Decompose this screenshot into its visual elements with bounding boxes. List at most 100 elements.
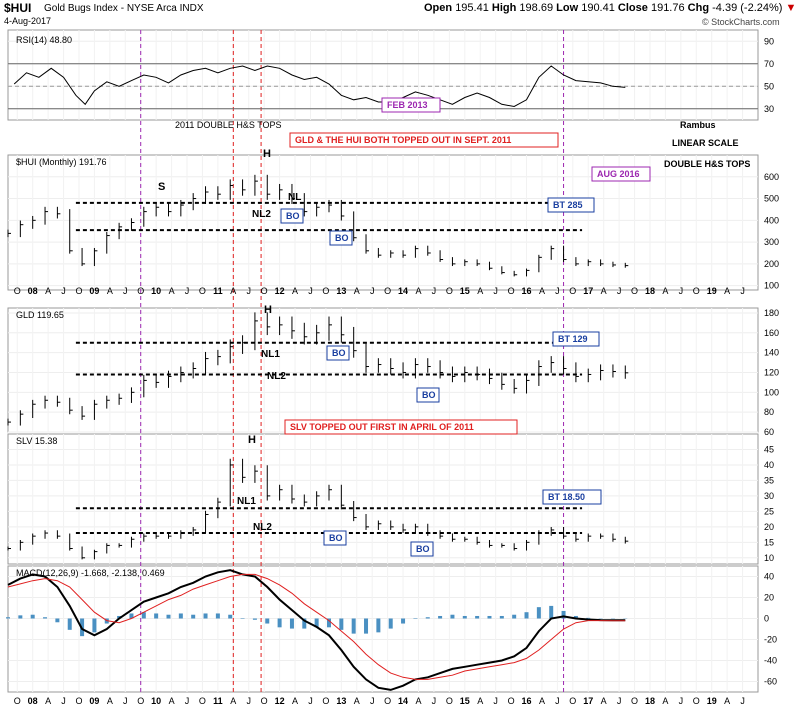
macd-hist-bar — [499, 615, 504, 619]
x-tick-label: 18 — [645, 696, 655, 706]
y-tick-label: 600 — [764, 172, 779, 182]
x-tick-label: A — [230, 696, 236, 706]
y-tick-label: 40 — [764, 572, 774, 582]
y-tick-label: 120 — [764, 367, 779, 377]
macd-hist-bar — [18, 615, 23, 619]
index-name: Gold Bugs Index - NYSE Arca INDX — [44, 3, 204, 14]
label-scale: LINEAR SCALE — [672, 138, 739, 148]
label-slv-note: SLV TOPPED OUT FIRST IN APRIL OF 2011 — [290, 422, 474, 432]
x-tick-label: 13 — [336, 696, 346, 706]
x-tick-label: O — [693, 286, 700, 296]
x-tick-label: J — [740, 696, 745, 706]
x-tick-label: O — [322, 696, 329, 706]
pane-title-3: SLV 15.38 — [16, 436, 57, 446]
x-tick-label: J — [679, 696, 684, 706]
label-nl1: NL1 — [261, 349, 280, 360]
macd-hist-bar — [388, 618, 393, 629]
x-tick-label: 14 — [398, 286, 408, 296]
close-label: Close — [617, 2, 648, 14]
x-tick-label: O — [322, 286, 329, 296]
label-slv-note-box — [284, 419, 518, 435]
x-tick-label: O — [137, 696, 144, 706]
macd-hist-bar — [586, 617, 591, 619]
label-nl2: NL2 — [252, 209, 271, 220]
macd-hist-bar — [425, 617, 430, 619]
label-h: H — [264, 304, 272, 316]
rsi-title: RSI(14) 48.80 — [16, 35, 72, 45]
x-tick-label: J — [61, 286, 66, 296]
x-tick-label: J — [432, 696, 437, 706]
x-tick-label: J — [246, 696, 251, 706]
macd-hist-bar — [228, 614, 233, 619]
x-tick-label: J — [740, 286, 745, 296]
x-tick-label: 13 — [336, 286, 346, 296]
label-feb-2013-box — [381, 97, 441, 113]
macd-hist-bar — [438, 615, 443, 619]
label-h: H — [263, 148, 271, 160]
y-tick-label: 0 — [764, 614, 769, 624]
x-tick-label: A — [601, 286, 607, 296]
macd-hist-bar — [289, 618, 294, 629]
x-tick-label: A — [477, 286, 483, 296]
macd-hist-bar — [561, 610, 566, 619]
x-tick-label: O — [14, 286, 21, 296]
chg-value: -4.39 (-2.24%) — [712, 2, 783, 14]
label-hui-bt: BT 285 — [553, 200, 583, 210]
macd-hist-bar — [154, 613, 159, 619]
pane-border-2 — [7, 307, 759, 433]
x-tick-label: J — [493, 696, 498, 706]
x-tick-label: O — [508, 286, 515, 296]
x-tick-label: O — [199, 696, 206, 706]
high-label: High — [491, 2, 517, 14]
label-gld-hui-note: GLD & THE HUI BOTH TOPPED OUT IN SEPT. 2… — [295, 135, 511, 145]
macd-hist-bar — [339, 618, 344, 630]
x-tick-label: O — [693, 696, 700, 706]
x-tick-label: 16 — [522, 286, 532, 296]
x-tick-label: J — [555, 696, 560, 706]
y-tick-label: 30 — [764, 104, 774, 114]
x-tick-label: A — [415, 696, 421, 706]
macd-hist-bar — [277, 618, 282, 628]
macd-hist-bar — [252, 618, 257, 620]
chart-header: $HUI Gold Bugs Index - NYSE Arca INDX 4-… — [0, 0, 800, 28]
macd-hist-bar — [265, 618, 270, 624]
y-tick-label: 30 — [764, 491, 774, 501]
y-tick-label: 100 — [764, 387, 779, 397]
x-tick-label: 11 — [213, 696, 223, 706]
x-tick-label: J — [370, 286, 375, 296]
macd-hist-bar — [573, 615, 578, 619]
macd-hist-bar — [55, 618, 60, 623]
x-tick-label: 15 — [460, 696, 470, 706]
x-tick-label: J — [185, 286, 190, 296]
x-tick-label: O — [631, 286, 638, 296]
macd-hist-bar — [117, 615, 122, 619]
label-bo-box — [323, 530, 347, 546]
macd-hist-bar — [203, 613, 208, 619]
x-tick-label: A — [662, 696, 668, 706]
label-hui-bt-box — [547, 197, 595, 213]
label-bo-box — [329, 230, 353, 246]
macd-hist-bar — [178, 613, 183, 619]
macd-hist-bar — [326, 618, 331, 628]
x-tick-label: J — [679, 286, 684, 296]
x-tick-label: 19 — [707, 286, 717, 296]
macd-title: MACD(12,26,9) -1.668, -2.138, 0.469 — [16, 568, 165, 578]
y-tick-label: 20 — [764, 522, 774, 532]
x-tick-label: A — [292, 696, 298, 706]
label-bo: BO — [422, 390, 436, 400]
source-credit: © StockCharts.com — [702, 17, 780, 27]
close-value: 191.76 — [650, 2, 685, 14]
x-tick-label: A — [107, 696, 113, 706]
label-bo: BO — [332, 348, 346, 358]
macd-hist-bar — [92, 618, 97, 633]
label-bo-box — [416, 387, 440, 403]
label-bo: BO — [286, 211, 300, 221]
label-h: H — [248, 434, 256, 446]
x-tick-label: 08 — [28, 696, 38, 706]
x-tick-label: O — [508, 696, 515, 706]
x-tick-label: A — [724, 696, 730, 706]
macd-hist-bar — [487, 615, 492, 619]
label-nl1: NL1 — [237, 496, 256, 507]
label-pattern: DOUBLE H&S TOPS — [664, 159, 750, 169]
macd-line-signal — [7, 573, 626, 680]
